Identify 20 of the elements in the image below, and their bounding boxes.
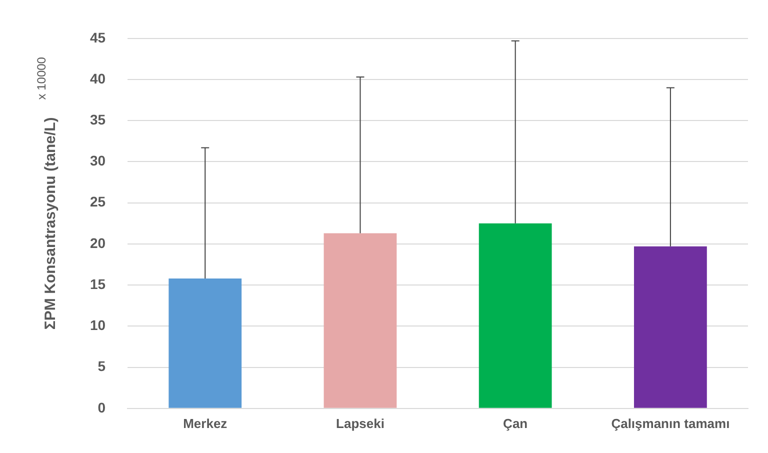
x-tick-label: Çan	[503, 416, 528, 431]
y-tick-label: 30	[90, 152, 106, 169]
y-tick-label: 40	[90, 70, 106, 86]
y-tick-label: 15	[90, 276, 106, 292]
bar	[478, 223, 552, 408]
bar	[634, 246, 707, 408]
y-tick-label: 25	[90, 194, 106, 210]
y-tick-label: 20	[90, 234, 106, 251]
x-tick-label: Çalışmanın tamamı	[611, 416, 730, 431]
y-tick-label: 10	[90, 317, 106, 334]
x-tick-label: Merkez	[183, 416, 228, 431]
bar	[168, 278, 242, 408]
text: x 10000	[34, 56, 48, 100]
y-tick-label: 0	[98, 399, 106, 416]
y-tick-label: 35	[90, 111, 106, 128]
bar	[324, 233, 397, 408]
y-axis-title: ΣPM Konsantrasyonu (tane/L)	[42, 117, 60, 330]
x-tick-label: Lapseki	[336, 416, 384, 431]
y-tick-label: 45	[90, 29, 106, 46]
y-tick-label: 5	[98, 358, 106, 374]
